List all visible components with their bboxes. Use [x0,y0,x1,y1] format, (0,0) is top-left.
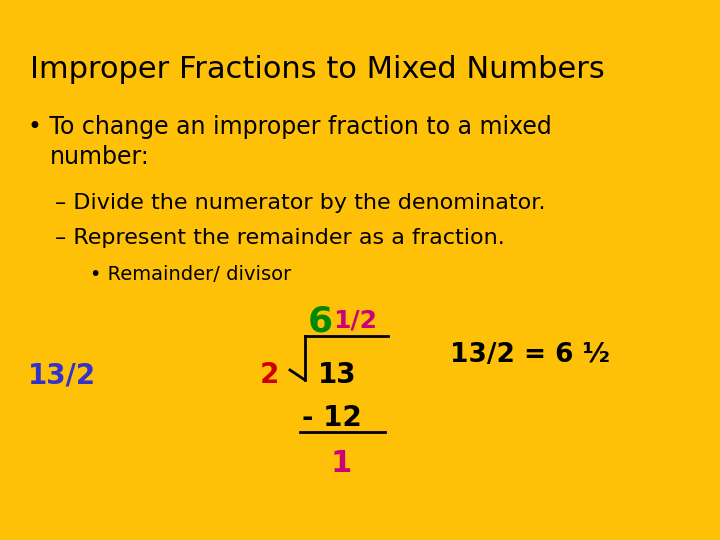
Text: - 12: - 12 [302,404,361,432]
Text: 1/2: 1/2 [333,308,377,332]
Text: Improper Fractions to Mixed Numbers: Improper Fractions to Mixed Numbers [30,55,605,84]
Text: 13: 13 [318,361,356,389]
Text: • To change an improper fraction to a mixed: • To change an improper fraction to a mi… [28,115,552,139]
Text: • Remainder/ divisor: • Remainder/ divisor [90,265,292,284]
Text: 6: 6 [308,305,333,339]
Text: 2: 2 [260,361,279,389]
Text: 13/2 = 6 ½: 13/2 = 6 ½ [450,342,610,368]
Text: – Divide the numerator by the denominator.: – Divide the numerator by the denominato… [55,193,546,213]
Text: number:: number: [50,145,150,169]
Text: – Represent the remainder as a fraction.: – Represent the remainder as a fraction. [55,228,505,248]
Text: 1: 1 [330,449,351,477]
Text: 13/2: 13/2 [28,361,96,389]
